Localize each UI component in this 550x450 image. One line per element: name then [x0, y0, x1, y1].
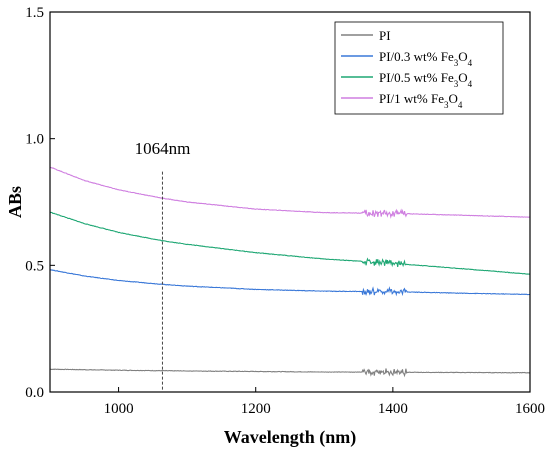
x-tick-label: 1200: [241, 401, 271, 417]
x-tick-label: 1600: [515, 401, 545, 417]
y-axis-title: ABs: [5, 186, 25, 218]
series-line: [49, 211, 531, 275]
y-tick-label: 0.5: [25, 258, 44, 274]
series-line: [49, 269, 531, 297]
legend-entry-label: PI/0.3 wt% Fe3O4: [379, 49, 473, 68]
tick-layer: 1000 1200 1400 1600 0.0 0.5 1.0 1.5: [25, 5, 545, 417]
y-tick-label: 0.0: [25, 385, 44, 401]
series-line: [49, 166, 531, 219]
y-tick-label: 1.0: [25, 132, 44, 148]
plot-area-frame: [49, 11, 531, 393]
legend-entry-label: PI/0.5 wt% Fe3O4: [379, 70, 473, 89]
x-axis-title: Wavelength (nm): [224, 427, 357, 448]
series-line: [50, 368, 531, 378]
series-layer: [49, 166, 531, 378]
legend-entry-label: PI: [379, 28, 391, 43]
annotation-layer: 1064nm: [135, 139, 191, 392]
legend-entry-label: PI/1 wt% Fe3O4: [379, 91, 463, 110]
x-tick-label: 1000: [104, 401, 134, 417]
y-tick-label: 1.5: [25, 5, 44, 21]
annotation-label: 1064nm: [135, 139, 191, 158]
legend: PI PI/0.3 wt% Fe3O4 PI/0.5 wt% Fe3O4 PI/1 w…: [334, 21, 504, 115]
x-tick-label: 1400: [378, 401, 408, 417]
